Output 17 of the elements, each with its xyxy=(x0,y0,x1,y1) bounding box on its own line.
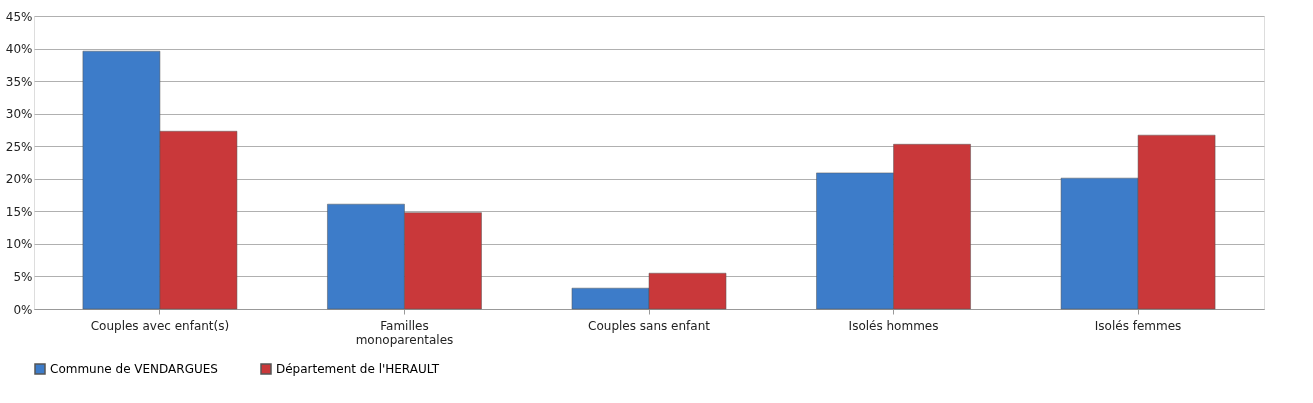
x-tick-label: Isolés femmes xyxy=(1094,318,1182,333)
y-tick-label: 45% xyxy=(5,9,33,24)
y-tick-label: 25% xyxy=(5,139,33,154)
y-tick-label: 10% xyxy=(5,237,33,252)
x-tick-label: Isolés hommes xyxy=(848,318,939,333)
y-tick-label: 0% xyxy=(13,302,33,317)
x-tick-label: Couples avec enfant(s) xyxy=(90,318,230,333)
y-tick-label: 40% xyxy=(5,42,33,57)
x-tick-label: Couples sans enfant xyxy=(588,318,711,333)
y-tick-label: 20% xyxy=(5,172,33,187)
legend-label: Département de l'HERAULT xyxy=(276,362,440,376)
y-tick-label: 5% xyxy=(13,269,33,284)
y-tick-label: 30% xyxy=(5,107,33,122)
legend-label: Commune de VENDARGUES xyxy=(50,362,218,376)
y-tick-label: 15% xyxy=(5,204,33,219)
y-tick-label: 35% xyxy=(5,74,33,89)
x-tick-label: Familles monoparentales xyxy=(355,318,454,347)
